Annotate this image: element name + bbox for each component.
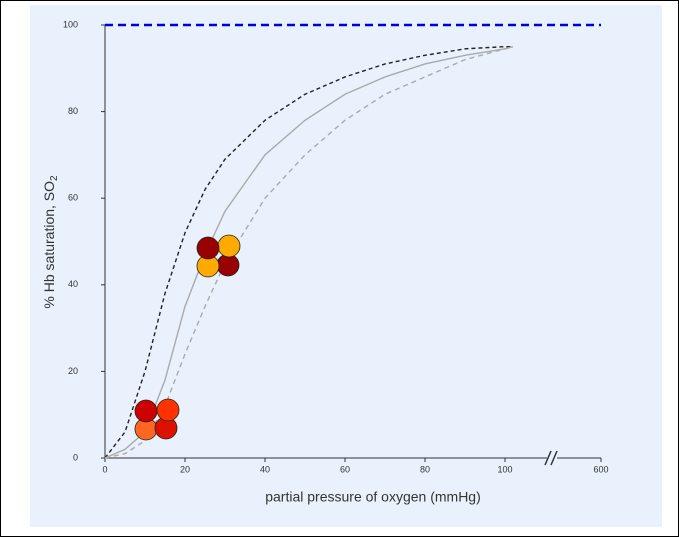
x-tick-label: 0 (102, 464, 107, 474)
curve (104, 45, 513, 459)
subunit (196, 236, 220, 260)
hemoglobin-icon (196, 234, 241, 278)
hemoglobin-icon (134, 398, 180, 441)
y-axis-title-sub: 2 (49, 175, 60, 181)
y-tick-label: 100 (63, 19, 78, 29)
y-tick-label: 40 (68, 279, 78, 289)
y-tick-label: 20 (68, 366, 78, 376)
subunit (134, 399, 158, 423)
x-tick-label: 60 (340, 464, 350, 474)
y-tick-label: 0 (73, 452, 78, 462)
x-tick-label: 80 (420, 464, 430, 474)
y-tick-label: 60 (68, 193, 78, 203)
y-axis-title: % Hb saturation, SO2 (41, 175, 60, 309)
axis-break (544, 450, 552, 466)
subunit (156, 398, 180, 422)
axis-break (550, 450, 558, 466)
x-tick-label: 600 (593, 464, 608, 474)
y-tick-label: 80 (68, 106, 78, 116)
x-tick-label: 20 (180, 464, 190, 474)
subunit (217, 234, 241, 258)
x-axis-title: partial pressure of oxygen (mmHg) (265, 489, 481, 505)
x-tick-label: 100 (497, 464, 512, 474)
x-tick-label: 40 (260, 464, 270, 474)
y-axis-title-main: % Hb saturation, SO (41, 181, 57, 309)
